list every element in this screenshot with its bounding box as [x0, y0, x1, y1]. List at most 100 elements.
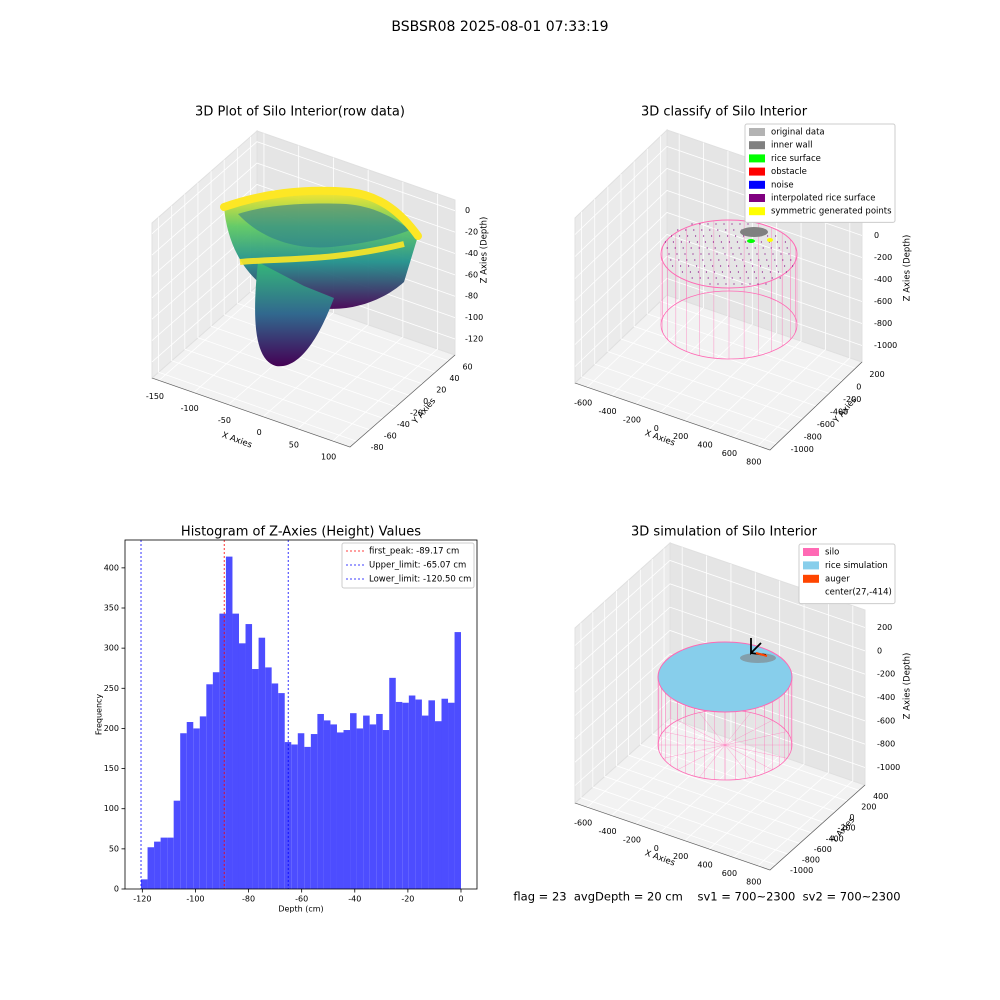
x-tick-label: -20 — [401, 895, 414, 904]
surface-point — [682, 247, 684, 249]
surface-point — [778, 247, 780, 249]
legend-label: symmetric generated points — [771, 207, 892, 217]
bar — [180, 733, 187, 889]
grid-line — [646, 148, 843, 382]
bar — [421, 715, 429, 889]
x-tick-label: 0 — [654, 844, 659, 853]
grid-line — [592, 612, 788, 855]
bar — [356, 728, 364, 889]
legend-swatch — [749, 167, 765, 176]
z-tick-label: 0 — [877, 646, 882, 655]
surface-point — [772, 253, 774, 255]
surface-point — [703, 235, 705, 237]
surface-point — [712, 265, 714, 267]
legend-swatch — [749, 154, 765, 163]
grid-line — [594, 199, 790, 432]
silo-floor-line — [724, 744, 751, 778]
surface-point — [696, 265, 698, 267]
surface-point — [765, 283, 767, 285]
y-tick-label: 400 — [104, 563, 119, 572]
x-axis-label: X Axies — [643, 848, 676, 868]
symmetric-blob — [767, 238, 773, 242]
x-tick-label: 800 — [746, 877, 761, 886]
surface-point — [780, 253, 782, 255]
surface-point — [684, 253, 686, 255]
grid-line — [581, 211, 777, 445]
legend-label: inner wall — [771, 141, 812, 151]
z-tick-label: -800 — [877, 740, 895, 749]
x-tick-label: 600 — [722, 449, 737, 458]
surface-point — [691, 223, 693, 225]
surface-point — [725, 229, 727, 231]
y-tick-label: -20 — [410, 408, 423, 417]
y-tick-label: 50 — [109, 844, 119, 853]
y-tick-label: 200 — [869, 370, 884, 379]
surface-point — [711, 235, 713, 237]
x-tick-label: -120 — [133, 895, 151, 904]
surface-point — [721, 271, 724, 273]
y-tick-label: 0 — [423, 397, 428, 406]
grid-line — [574, 190, 863, 279]
bar — [343, 730, 351, 889]
legend-swatch — [749, 141, 765, 150]
surface-point — [690, 247, 692, 249]
bar — [310, 734, 318, 889]
legend-label: first_peak: -89.17 cm — [369, 547, 459, 557]
surface-point — [706, 247, 708, 249]
surface-point — [784, 241, 787, 243]
legend-swatch — [749, 128, 765, 136]
surface-point — [664, 241, 667, 243]
silo-floor-line — [724, 712, 751, 746]
z-axis-label: Z Axies (Depth) — [903, 235, 913, 302]
surface-point — [788, 253, 790, 255]
surface-point — [758, 259, 760, 261]
bar — [428, 700, 435, 889]
surface-point — [774, 259, 776, 261]
surface-point — [771, 277, 773, 279]
surface-point — [728, 265, 730, 267]
surface-point — [762, 247, 764, 249]
bar — [284, 742, 292, 889]
bar — [382, 730, 390, 889]
z-tick-label: 200 — [877, 623, 892, 632]
surface-point — [737, 271, 740, 273]
bar — [258, 637, 266, 889]
x-tick-label: -80 — [242, 895, 255, 904]
surface-point — [744, 265, 746, 267]
x-tick-label: -400 — [598, 407, 616, 416]
surface-point — [722, 247, 724, 249]
surface-point — [715, 223, 717, 225]
surface-point — [707, 277, 709, 279]
surface-point — [710, 259, 712, 261]
grid-line — [708, 589, 805, 850]
bar — [278, 693, 285, 889]
auger-tip — [755, 652, 768, 657]
surface-point — [756, 253, 758, 255]
y-tick-label: -1000 — [791, 445, 814, 454]
grid-line — [635, 563, 732, 825]
y-tick-label: 100 — [104, 804, 119, 813]
x-tick-label: 800 — [746, 457, 761, 466]
grid-line — [197, 182, 397, 408]
surface-point — [701, 229, 703, 231]
legend-label: obstacle — [771, 167, 807, 177]
grid-line — [639, 569, 836, 812]
surface-point — [736, 241, 739, 243]
surface-point — [687, 235, 689, 237]
surface-point — [716, 253, 718, 255]
surface-point — [707, 223, 709, 225]
surface-point — [679, 235, 681, 237]
bar — [402, 702, 409, 889]
surface-point — [678, 259, 680, 261]
surface-point — [761, 271, 764, 273]
x-tick-label: 0 — [654, 424, 659, 433]
surface-point — [671, 235, 673, 237]
silo-top — [660, 219, 798, 289]
surface-point — [739, 223, 741, 225]
z-tick-label: -80 — [465, 292, 478, 301]
surface-point — [748, 253, 750, 255]
surface-point — [709, 229, 711, 231]
surface-point — [712, 241, 715, 243]
surface-point — [744, 241, 747, 243]
